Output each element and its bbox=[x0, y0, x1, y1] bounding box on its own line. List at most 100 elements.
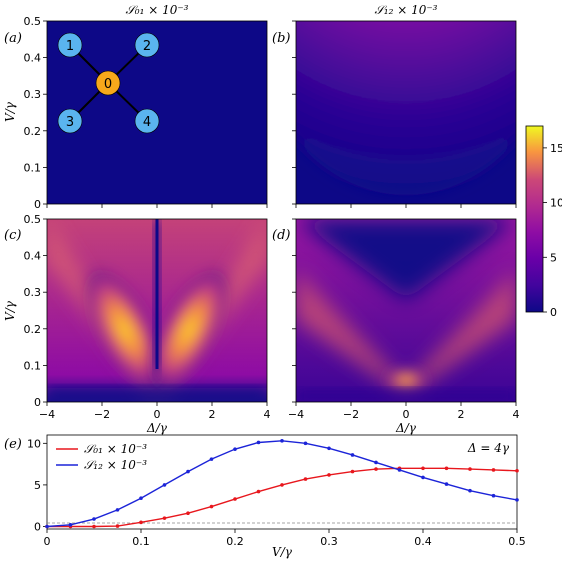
colorbar-tick-label: 0 bbox=[550, 306, 557, 319]
series-point-1 bbox=[421, 475, 425, 480]
y-tick-label: 0.2 bbox=[24, 323, 42, 336]
panel-a-ylabel: V/γ bbox=[3, 101, 17, 122]
colorbar-tick-label: 15 bbox=[550, 142, 562, 155]
series-point-1 bbox=[327, 446, 331, 451]
y-tick-label: 0 bbox=[34, 396, 41, 409]
panel-c-xlabel: Δ/γ bbox=[146, 421, 168, 435]
panel-c-label: (c) bbox=[4, 228, 21, 243]
svg-text:4: 4 bbox=[143, 115, 151, 130]
node-2: 2 bbox=[134, 32, 160, 58]
node-1: 1 bbox=[57, 32, 83, 58]
series-point-1 bbox=[68, 523, 73, 527]
panel-e-xlabel: V/γ bbox=[272, 545, 293, 559]
series-point-1 bbox=[397, 468, 402, 472]
y-tick-label: 0.3 bbox=[24, 286, 42, 299]
series-point-0 bbox=[256, 489, 261, 494]
x-tick-label: −4 bbox=[39, 408, 55, 421]
series-point-1 bbox=[374, 460, 378, 465]
y-tick-label: 0.3 bbox=[24, 88, 42, 101]
x-tick-label: 4 bbox=[264, 408, 271, 421]
series-point-0 bbox=[421, 466, 425, 471]
y-tick-label: 0.5 bbox=[24, 15, 42, 28]
series-point-1 bbox=[303, 441, 308, 446]
inset-graph: 1 2 3 4 0 bbox=[57, 32, 160, 134]
legend-label-s01: 𝒮₀₁ × 10⁻³ bbox=[84, 442, 147, 456]
panel-d-label: (d) bbox=[272, 228, 290, 243]
series-point-0 bbox=[139, 520, 143, 525]
series-point-1 bbox=[515, 498, 519, 502]
x-tick-label: 0 bbox=[154, 408, 161, 421]
series-point-1 bbox=[45, 524, 49, 529]
e-x-tick-label: 0.4 bbox=[414, 535, 432, 548]
series-point-0 bbox=[350, 469, 355, 474]
series-point-1 bbox=[233, 447, 237, 451]
series-point-1 bbox=[468, 488, 472, 493]
series-point-1 bbox=[256, 440, 261, 445]
x-tick-label: 4 bbox=[513, 408, 520, 421]
e-y-tick-label: 0 bbox=[34, 521, 41, 534]
y-tick-label: 0 bbox=[34, 198, 41, 211]
series-point-0 bbox=[491, 468, 496, 472]
legend: 𝒮₀₁ × 10⁻³ 𝒮₁₂ × 10⁻³ bbox=[56, 442, 147, 472]
series-point-0 bbox=[468, 467, 472, 471]
series-point-1 bbox=[444, 482, 449, 486]
e-x-tick-label: 0 bbox=[44, 535, 51, 548]
e-x-tick-label: 0.1 bbox=[132, 535, 150, 548]
series-line-0 bbox=[47, 467, 518, 528]
node-0: 0 bbox=[95, 70, 121, 96]
series-point-0 bbox=[327, 473, 331, 477]
series-point-1 bbox=[162, 483, 167, 487]
panel-a: 1 2 3 4 0 (a) bbox=[4, 20, 268, 205]
panel-d: (d) bbox=[272, 218, 517, 403]
x-tick-label: 2 bbox=[209, 408, 216, 421]
e-x-tick-label: 0.2 bbox=[226, 535, 244, 548]
y-tick-label: 0.5 bbox=[24, 213, 42, 226]
y-tick-label: 0.4 bbox=[24, 250, 42, 263]
node-4: 4 bbox=[134, 108, 160, 134]
panel-e: 0 0.1 0.2 0.3 0.4 0.5 0 5 10 (e) V/γ Δ = 4γ 𝒮₀₁ … bbox=[4, 434, 526, 559]
panel-d-xlabel: Δ/γ bbox=[395, 421, 417, 435]
svg-text:1: 1 bbox=[66, 39, 74, 54]
panel-e-annotation: Δ = 4γ bbox=[467, 441, 510, 455]
y-tick-label: 0.2 bbox=[24, 125, 42, 138]
series-point-1 bbox=[186, 469, 190, 474]
series-point-0 bbox=[280, 483, 284, 487]
x-tick-label: −2 bbox=[343, 408, 359, 421]
x-tick-label: −2 bbox=[94, 408, 110, 421]
x-tick-label: 0 bbox=[403, 408, 410, 421]
panel-b: (b) bbox=[272, 20, 517, 205]
series-point-0 bbox=[115, 524, 120, 528]
e-x-tick-label: 0.5 bbox=[508, 535, 526, 548]
svg-text:3: 3 bbox=[66, 115, 74, 130]
panel-b-label: (b) bbox=[272, 31, 290, 46]
colorbar-gradient bbox=[525, 125, 544, 313]
e-y-tick-label: 5 bbox=[34, 479, 41, 492]
x-tick-label: 2 bbox=[458, 408, 465, 421]
e-x-tick-label: 0.3 bbox=[320, 535, 338, 548]
series-point-1 bbox=[115, 508, 120, 512]
panel-b-title: 𝒮₁₂ × 10⁻³ bbox=[374, 3, 437, 17]
y-tick-label: 0.1 bbox=[24, 359, 42, 372]
panel-c: (c) bbox=[4, 218, 268, 403]
panel-e-label: (e) bbox=[4, 437, 22, 452]
panel-a-label: (a) bbox=[4, 31, 22, 46]
series-point-0 bbox=[209, 504, 214, 509]
colorbar-tick-label: 5 bbox=[550, 251, 557, 264]
panel-e-frame bbox=[46, 434, 518, 530]
series-point-0 bbox=[162, 516, 167, 520]
series-point-0 bbox=[186, 511, 190, 515]
node-3: 3 bbox=[57, 108, 83, 134]
series-point-0 bbox=[92, 524, 96, 529]
colorbar-tick-label: 10 bbox=[550, 197, 562, 210]
series-point-1 bbox=[139, 496, 143, 501]
legend-label-s12: 𝒮₁₂ × 10⁻³ bbox=[84, 458, 147, 472]
series-point-1 bbox=[491, 493, 496, 498]
series-point-0 bbox=[233, 497, 237, 501]
x-tick-label: −4 bbox=[288, 408, 304, 421]
panel-c-ylabel: V/γ bbox=[3, 300, 17, 321]
svg-text:0: 0 bbox=[104, 77, 112, 92]
y-tick-label: 0.1 bbox=[24, 161, 42, 174]
svg-text:2: 2 bbox=[143, 39, 151, 54]
series-point-0 bbox=[303, 477, 308, 481]
